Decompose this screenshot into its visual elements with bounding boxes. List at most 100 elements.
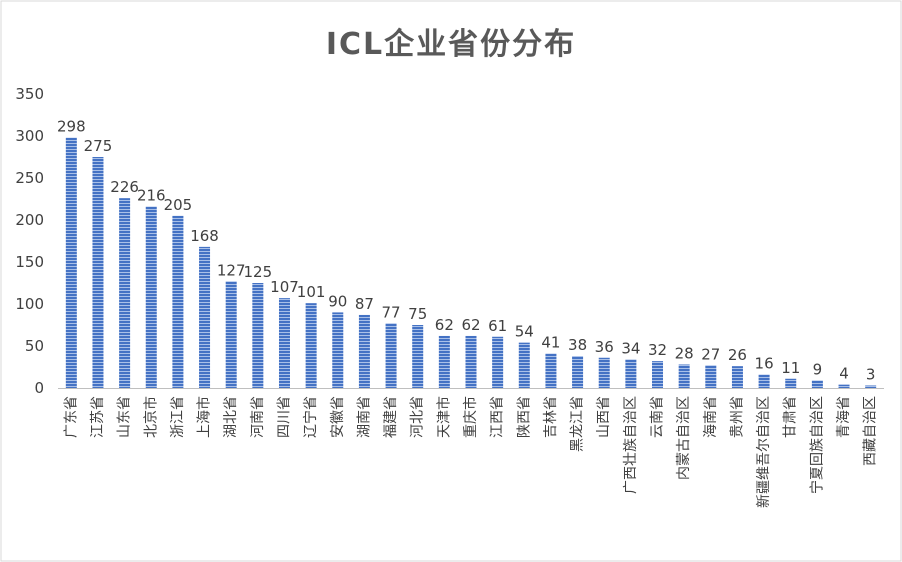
- bar: [225, 281, 237, 388]
- data-label: 275: [84, 137, 113, 155]
- bar: [172, 215, 184, 388]
- x-tick-label: 宁夏回族自治区: [808, 396, 825, 494]
- x-tick-label: 内蒙古自治区: [676, 396, 692, 480]
- bar: [678, 364, 690, 388]
- data-label: 101: [297, 283, 326, 301]
- x-tick-label: 四川省: [276, 396, 292, 438]
- x-tick-label: 江苏省: [90, 396, 106, 438]
- x-tick-label: 广西壮族自治区: [623, 396, 639, 494]
- x-tick-label: 江西省: [490, 396, 506, 438]
- x-tick-label: 山西省: [596, 396, 612, 438]
- x-tick-label: 黑龙江省: [570, 396, 586, 452]
- bar: [492, 336, 504, 388]
- x-tick-label: 山东省: [117, 396, 133, 438]
- data-label: 3: [866, 365, 876, 383]
- bar: [145, 206, 157, 388]
- data-label: 125: [244, 263, 273, 281]
- y-tick-label: 50: [25, 337, 44, 355]
- data-label: 11: [781, 359, 800, 377]
- bar: [119, 198, 131, 388]
- x-tick-label: 云南省: [650, 396, 666, 438]
- bar: [252, 283, 264, 388]
- data-label: 32: [648, 341, 667, 359]
- bar: [811, 380, 823, 388]
- x-tick-label: 陕西省: [516, 396, 532, 438]
- bar: [731, 366, 743, 388]
- data-label: 41: [541, 334, 560, 352]
- x-tick-label: 天津市: [435, 396, 452, 438]
- bar: [358, 314, 370, 388]
- y-tick-label: 100: [15, 295, 44, 313]
- y-tick-label: 350: [15, 85, 44, 103]
- y-tick-label: 300: [15, 127, 44, 145]
- bar: [199, 246, 211, 388]
- bar: [465, 335, 477, 388]
- data-label: 107: [270, 278, 299, 296]
- x-tick-label: 河北省: [410, 396, 426, 438]
- bar: [518, 342, 530, 388]
- y-tick-label: 0: [34, 379, 44, 397]
- data-label: 54: [515, 323, 534, 341]
- x-tick-label: 重庆市: [462, 396, 479, 438]
- bar: [598, 357, 610, 388]
- x-tick-label: 北京市: [142, 396, 159, 438]
- x-tick-label: 新疆维吾尔自治区: [756, 396, 772, 508]
- bar: [838, 384, 850, 388]
- y-axis: 0 50 100 150 200 250 300 350: [15, 85, 884, 397]
- data-label: 62: [435, 316, 454, 334]
- x-tick-label: 浙江省: [170, 396, 186, 438]
- x-tick-label: 吉林省: [543, 396, 559, 438]
- y-tick-label: 150: [15, 253, 44, 271]
- data-label: 127: [217, 261, 246, 279]
- x-tick-label: 湖南省: [356, 396, 372, 438]
- bar: [412, 325, 424, 388]
- data-label: 90: [328, 292, 347, 310]
- bar: [278, 298, 290, 388]
- data-label: 16: [755, 355, 774, 373]
- bar: [305, 303, 317, 388]
- data-label: 168: [190, 227, 219, 245]
- bar: [865, 385, 877, 388]
- data-label: 9: [813, 360, 823, 378]
- data-label: 4: [839, 365, 849, 383]
- data-label: 205: [164, 196, 193, 214]
- data-label: 27: [701, 345, 720, 363]
- data-label: 26: [728, 346, 747, 364]
- data-label: 61: [488, 317, 507, 335]
- bar: [572, 356, 584, 388]
- data-label: 75: [408, 305, 427, 323]
- bar: [705, 365, 717, 388]
- data-label: 62: [461, 316, 480, 334]
- x-tick-label: 西藏自治区: [863, 396, 879, 466]
- x-tick-label: 青海省: [836, 396, 852, 438]
- bar: [438, 335, 450, 388]
- data-label: 34: [621, 339, 640, 357]
- x-tick-label: 上海市: [196, 396, 213, 438]
- bar: [652, 361, 664, 388]
- x-tick-label: 湖北省: [223, 396, 239, 438]
- chart-title: ICL企业省份分布: [326, 27, 576, 62]
- bar: [545, 353, 557, 388]
- bar: [785, 378, 797, 388]
- bar: [65, 137, 77, 388]
- x-tick-label: 安徽省: [330, 396, 346, 438]
- y-tick-label: 250: [15, 169, 44, 187]
- data-label: 298: [57, 118, 86, 136]
- data-label: 87: [355, 295, 374, 313]
- data-label: 38: [568, 336, 587, 354]
- bar: [758, 374, 770, 388]
- x-tick-label: 辽宁省: [302, 396, 319, 438]
- x-tick-label: 河南省: [250, 396, 266, 438]
- data-label: 216: [137, 187, 166, 205]
- x-tick-label: 广东省: [63, 396, 79, 438]
- data-label: 226: [110, 178, 139, 196]
- x-tick-label: 甘肃省: [783, 396, 799, 438]
- data-label: 77: [382, 303, 401, 321]
- bars: [65, 137, 877, 388]
- y-tick-label: 200: [15, 211, 44, 229]
- bar: [332, 312, 344, 388]
- bar: [385, 323, 397, 388]
- x-tick-label: 海南省: [703, 396, 719, 438]
